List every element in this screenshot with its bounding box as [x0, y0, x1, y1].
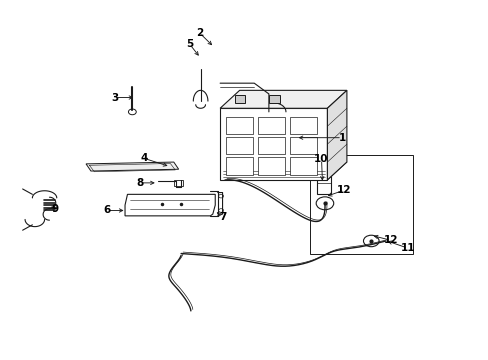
Bar	[225, 157, 252, 175]
Bar	[173, 180, 182, 186]
Text: 8: 8	[136, 178, 143, 188]
Text: 1: 1	[338, 133, 345, 143]
Text: 12: 12	[383, 235, 397, 245]
Text: 4: 4	[141, 153, 148, 163]
Bar	[290, 117, 317, 134]
Bar	[268, 95, 279, 103]
Text: 3: 3	[111, 93, 119, 103]
Bar	[234, 95, 245, 103]
Bar	[290, 137, 317, 154]
Text: 10: 10	[314, 154, 328, 164]
Text: 2: 2	[196, 28, 203, 38]
Bar	[258, 157, 285, 175]
Bar	[258, 137, 285, 154]
Polygon shape	[327, 90, 346, 180]
Bar	[220, 108, 327, 180]
Bar	[290, 157, 317, 175]
Text: 7: 7	[219, 212, 226, 221]
Text: 11: 11	[400, 243, 414, 253]
Polygon shape	[220, 90, 346, 108]
Bar	[316, 171, 330, 194]
Bar	[310, 155, 412, 253]
Polygon shape	[86, 162, 178, 171]
Text: 5: 5	[186, 40, 193, 49]
Bar	[225, 137, 252, 154]
Text: 9: 9	[52, 204, 59, 215]
Bar	[258, 117, 285, 134]
Polygon shape	[125, 194, 215, 216]
Bar	[225, 117, 252, 134]
Text: 6: 6	[103, 206, 110, 216]
Text: 12: 12	[337, 185, 351, 195]
